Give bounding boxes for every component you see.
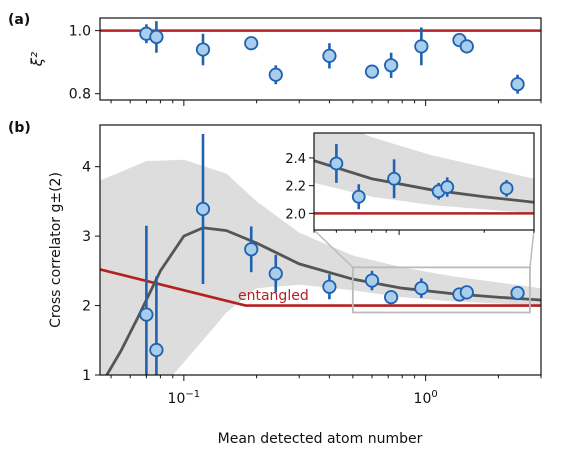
data-point (195, 201, 211, 217)
panel-a-label: (a) (8, 12, 30, 28)
zoom-connector (313, 229, 354, 268)
panel-a-plot (100, 21, 541, 94)
zoom-box (351, 266, 531, 314)
x-tick-label: 100 (414, 389, 438, 407)
zoom-overlay (313, 229, 535, 314)
data-point (329, 156, 344, 171)
inset-y-tick-label: 2.2 (285, 180, 306, 195)
panel-a-axes: 0.8 1.0 (69, 24, 542, 106)
zoom-connector (529, 229, 535, 268)
data-point (268, 266, 283, 281)
panel-b: (b) 10−1 100 1 2 3 4 entangled Mean detected … (8, 120, 542, 447)
inset-y-tick-label: 2.4 (285, 152, 306, 167)
annotation-entangled: entangled (238, 288, 309, 304)
data-point (322, 279, 337, 294)
data-point (414, 281, 429, 296)
data-point (364, 64, 380, 79)
data-point (195, 42, 211, 57)
y-tick-label: 3 (82, 229, 91, 245)
data-point (414, 39, 429, 54)
inset-axes: 2.0 2.2 2.4 (285, 152, 535, 235)
panel-b-frame (99, 124, 542, 376)
y-tick-label: 1 (82, 368, 91, 384)
panel-a-ylabel: ξ² (28, 52, 46, 67)
data-point (499, 181, 514, 196)
data-point (510, 77, 525, 92)
panel-b-plot (100, 134, 541, 375)
data-point (510, 285, 525, 301)
data-point (459, 39, 474, 54)
data-point (244, 242, 259, 257)
model-curve (105, 226, 541, 375)
panel-b-axes: 10−1 100 1 2 3 4 (82, 160, 542, 407)
data-point (364, 273, 380, 288)
data-point (384, 58, 399, 73)
panel-b-label: (b) (8, 120, 31, 136)
inset-y-tick-label: 2.0 (285, 207, 306, 222)
inset-plot (314, 133, 534, 215)
data-point (322, 48, 337, 63)
threshold-line (100, 268, 541, 307)
data-point (351, 189, 366, 204)
data-point (149, 342, 164, 358)
data-point (459, 285, 474, 300)
inset-frame (313, 132, 535, 231)
data-point (384, 290, 399, 305)
y-tick-label: 1.0 (69, 24, 91, 40)
panel-a: (a) 0.8 1.0 ξ² (8, 12, 542, 106)
data-point (244, 36, 259, 51)
panel-b-xlabel: Mean detected atom number (218, 431, 423, 447)
inset: 2.0 2.2 2.4 (285, 132, 535, 235)
model-band (100, 159, 541, 375)
inset-model-curve (314, 159, 534, 204)
y-tick-label: 0.8 (69, 87, 91, 103)
panel-a-frame (99, 17, 542, 101)
panel-b-ylabel: Cross correlator g±(2) (48, 172, 64, 328)
y-tick-label: 4 (82, 160, 91, 176)
y-tick-label: 2 (82, 299, 91, 315)
data-point (440, 180, 455, 194)
x-tick-label: 10−1 (168, 389, 201, 407)
inset-model-band (314, 133, 534, 214)
data-point (387, 171, 401, 186)
data-point (149, 29, 164, 45)
data-point (268, 67, 283, 82)
data-point (139, 307, 154, 322)
